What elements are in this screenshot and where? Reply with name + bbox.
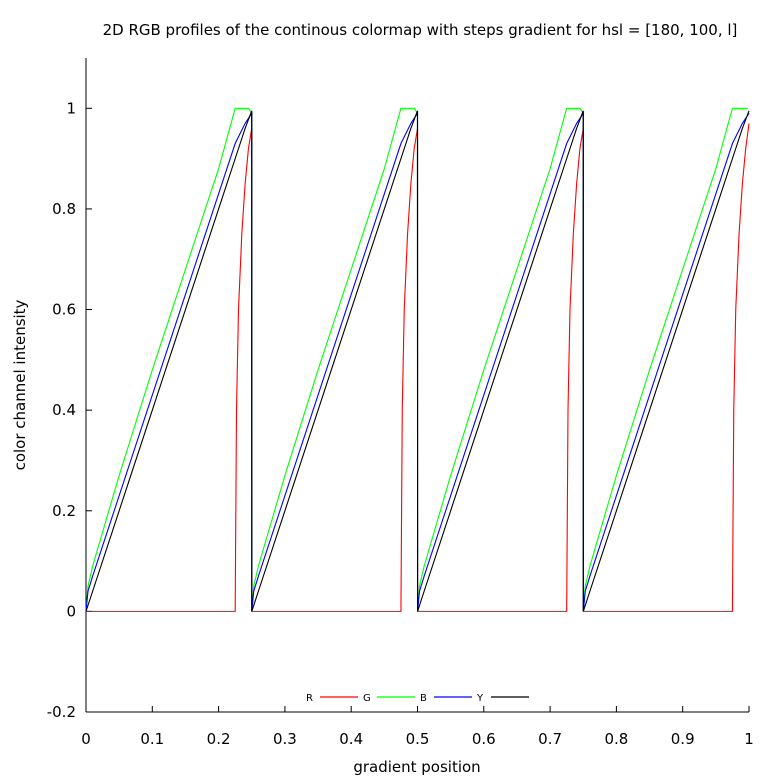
series-line-y [85, 110, 750, 612]
legend-label: Y [476, 693, 484, 704]
x-axis-label: gradient position [353, 758, 480, 776]
x-tick-label: 1 [744, 730, 754, 748]
y-ticks: -0.2 0 0.2 0.4 0.6 0.8 1 [47, 99, 92, 721]
legend-label: B [420, 693, 427, 704]
y-tick-label: 0.4 [52, 401, 76, 419]
x-ticks: 0 0.1 0.2 0.3 0.4 0.5 0.6 0.7 0.8 0.9 1 [81, 706, 754, 748]
y-tick-label: 0.6 [52, 301, 76, 319]
y-tick-label: 0 [66, 602, 76, 620]
x-tick-label: 0.4 [339, 730, 363, 748]
x-tick-label: 0.2 [207, 730, 231, 748]
legend-label: R [306, 693, 313, 704]
x-tick-label: 0.1 [140, 730, 164, 748]
x-tick-label: 0.9 [671, 730, 695, 748]
chart-title: 2D RGB profiles of the continous colorma… [103, 21, 738, 39]
x-tick-label: 0.5 [406, 730, 430, 748]
y-tick-label: 0.2 [52, 502, 76, 520]
x-tick-label: 0 [81, 730, 91, 748]
y-tick-label: 1 [66, 99, 76, 117]
x-tick-label: 0.3 [273, 730, 297, 748]
x-tick-label: 0.8 [604, 730, 628, 748]
plot-area: 0 0.1 0.2 0.3 0.4 0.5 0.6 0.7 0.8 0.9 1 -0.2 0 0.2 0.… [47, 58, 754, 748]
y-axis-label: color channel intensity [11, 299, 29, 470]
y-tick-label: 0.8 [52, 200, 76, 218]
x-tick-label: 0.6 [472, 730, 496, 748]
series-line-g [85, 107, 748, 612]
legend-label: G [363, 693, 371, 704]
x-tick-label: 0.7 [538, 730, 562, 748]
series-lines [85, 107, 750, 612]
y-tick-label: -0.2 [47, 703, 76, 721]
